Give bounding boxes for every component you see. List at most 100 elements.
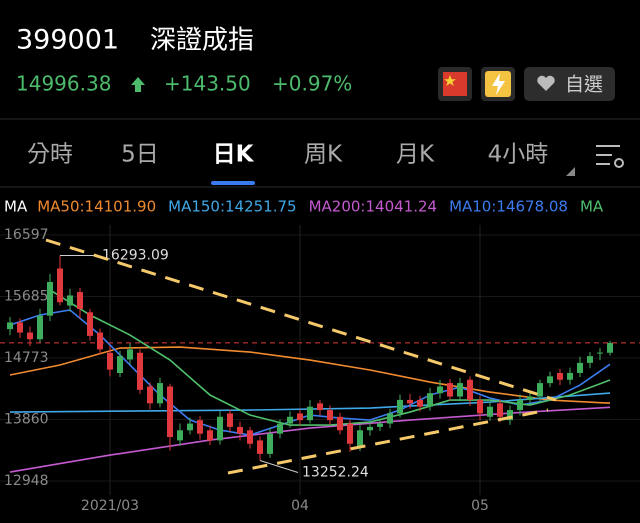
legend-item: MA150:14251.75 <box>168 198 296 216</box>
legend: MA MA50:14101.90 MA150:14251.75 MA200:14041… <box>4 198 604 216</box>
candle-body <box>57 268 63 303</box>
change-pct: +0.97% <box>272 72 352 96</box>
candle-body <box>407 399 413 404</box>
candle-body <box>137 352 143 390</box>
candle-body <box>467 379 473 400</box>
candle-body <box>307 406 313 421</box>
candle-body <box>507 410 513 421</box>
watchlist-label: 自選 <box>565 74 603 96</box>
candle-body <box>87 312 93 336</box>
candle-body <box>7 322 13 330</box>
candle-body <box>117 356 123 373</box>
y-tick-label: 16597 <box>4 227 49 243</box>
more-indicator <box>566 167 575 176</box>
y-tick-label: 14773 <box>4 350 49 366</box>
legend-indicator: MA <box>4 198 28 216</box>
market-flag[interactable] <box>438 67 472 101</box>
candle-body <box>537 383 543 397</box>
legend-item: MA50:14101.90 <box>37 198 156 216</box>
candle-body <box>347 423 353 444</box>
x-tick-label: 05 <box>471 498 489 514</box>
lightning <box>492 73 505 95</box>
candle-body <box>487 406 493 417</box>
tab[interactable]: 4小時 <box>488 142 549 168</box>
candle-body <box>177 430 183 441</box>
candle-body <box>517 399 523 411</box>
candle-body <box>227 413 233 427</box>
candle-body <box>27 332 33 340</box>
candle-body <box>77 292 83 309</box>
legend-item: MA10:14678.08 <box>449 198 568 216</box>
chart: 12948 13860 14773 15685 16597 2021/03 04 05 1629… <box>0 225 640 514</box>
candle-body <box>217 416 223 441</box>
y-tick-label: 15685 <box>4 288 49 304</box>
candle-body <box>587 356 593 363</box>
candle-body <box>387 413 393 424</box>
annotation-leader <box>259 459 299 473</box>
candle-body <box>257 440 263 454</box>
candle-body <box>557 372 563 380</box>
candle-body <box>277 423 283 434</box>
candle-body <box>377 423 383 427</box>
legend-item: MA200:14041.24 <box>309 198 437 216</box>
candle-body <box>297 413 303 421</box>
candle-body <box>287 416 293 424</box>
candle-body <box>337 416 343 431</box>
candle-body <box>477 399 483 414</box>
candle-body <box>47 281 53 316</box>
heart-icon <box>537 75 555 91</box>
candle-body <box>197 420 203 434</box>
candle-body <box>547 376 553 384</box>
trendline <box>227 408 549 475</box>
stock-name: 深證成指 <box>150 26 254 56</box>
legend-item: MA <box>580 198 604 216</box>
candle-body <box>67 295 73 306</box>
candle-body <box>157 383 163 404</box>
stock-code: 399001 <box>16 25 119 56</box>
candle-body <box>577 362 583 373</box>
icon-gear <box>614 158 624 168</box>
flag <box>443 72 467 96</box>
candle-body <box>367 426 373 431</box>
tab[interactable]: 日K <box>213 142 255 168</box>
y-tick-label: 13860 <box>4 411 49 427</box>
candle-body <box>397 399 403 414</box>
low-annotation: 13252.24 <box>302 464 369 480</box>
tab-underline <box>211 181 255 185</box>
x-tick-label: 04 <box>291 498 309 514</box>
candle-body <box>327 410 333 421</box>
candle-body <box>187 423 193 431</box>
high-annotation: 16293.09 <box>102 247 169 263</box>
tab-bar: 分時 5日 日K 周K 月K 4小時 <box>27 142 549 185</box>
change: +143.50 <box>164 72 251 96</box>
x-tick-label: 2021/03 <box>81 498 139 514</box>
candle-body <box>207 430 213 441</box>
candle-body <box>17 322 23 333</box>
candle-body <box>317 403 323 411</box>
candle-body <box>457 383 463 397</box>
candle-body <box>567 372 573 380</box>
alert-button[interactable] <box>481 67 515 101</box>
candle-body <box>447 383 453 397</box>
candle-body <box>417 399 423 407</box>
ma-line <box>49 289 611 426</box>
tab[interactable]: 月K <box>396 142 435 168</box>
candle-body <box>597 352 603 354</box>
candle-body <box>497 403 503 417</box>
tab[interactable]: 分時 <box>27 142 73 168</box>
trendlines <box>45 238 557 475</box>
candle-body <box>37 315 43 340</box>
settings-button[interactable] <box>596 145 624 168</box>
candle-body <box>247 430 253 444</box>
candle-body <box>607 342 613 353</box>
candle-body <box>357 430 363 448</box>
trendline <box>45 238 557 402</box>
tab[interactable]: 5日 <box>121 142 159 168</box>
watchlist-button[interactable]: 自選 <box>524 67 615 101</box>
candle-body <box>427 393 433 407</box>
candle-body <box>237 426 243 434</box>
up-arrow <box>131 77 145 92</box>
flag-star <box>444 75 456 86</box>
tab[interactable]: 周K <box>304 142 343 168</box>
